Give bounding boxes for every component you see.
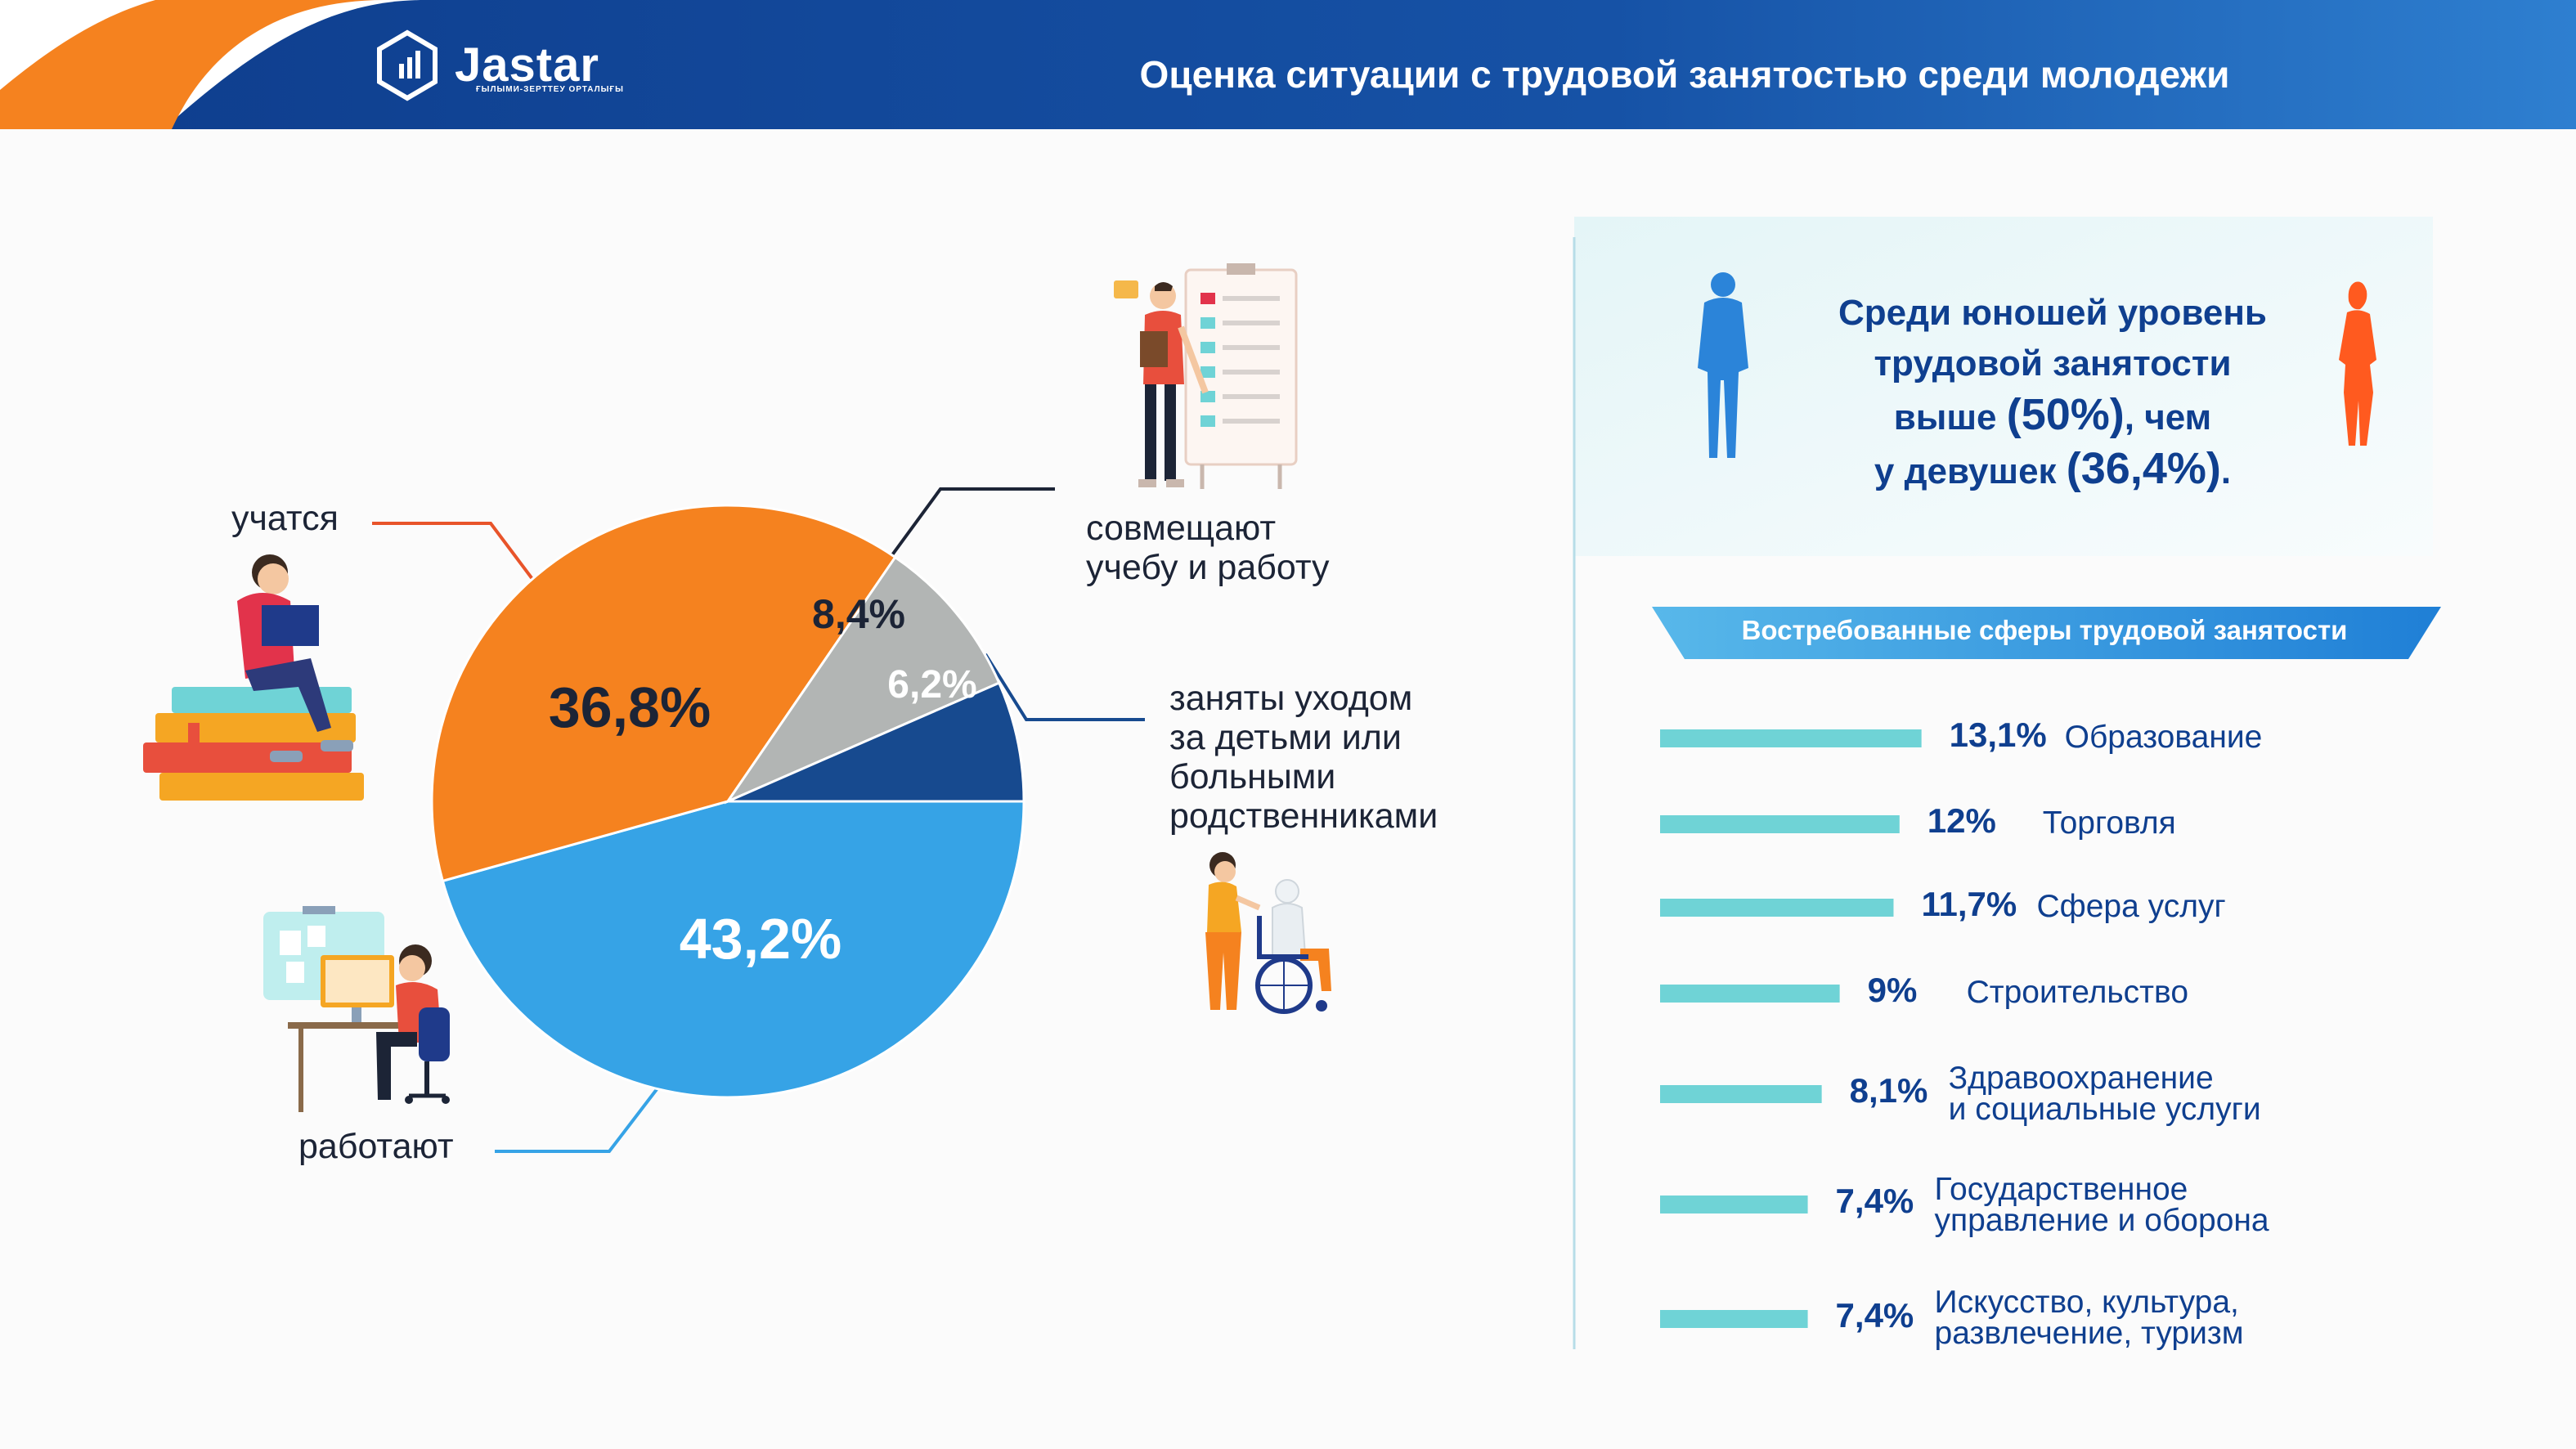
label-combining-line-2: учебу и работу — [1086, 548, 1330, 587]
header-orange-swoosh — [0, 0, 384, 129]
label-working-line: работают — [298, 1127, 454, 1166]
leader-line-studying — [372, 522, 541, 590]
sector-label: Сфера услуг — [2036, 889, 2226, 924]
pie-chart — [430, 504, 1025, 1099]
info-line-3-pre: выше — [1893, 397, 2007, 437]
slice-value-studying: 36,8% — [548, 675, 711, 739]
leader-line-combining — [890, 487, 1055, 558]
slice-value-working: 43,2% — [679, 907, 842, 971]
office-worker-icon — [263, 906, 450, 1112]
header-bar — [164, 0, 2576, 129]
pie-slice-caregiving — [727, 681, 1025, 803]
pie-slice-studying — [430, 504, 897, 883]
jastar-logo-icon — [377, 29, 438, 101]
pie-slice-working — [441, 800, 1025, 1099]
page-title: Оценка ситуации с трудовой занятостью ср… — [1139, 53, 2230, 96]
sector-label: Образование — [2064, 720, 2263, 755]
info-line-4: у девушек (36,4%). — [1775, 443, 2331, 497]
sector-bar — [1660, 1310, 1808, 1328]
label-combining: совмещают учебу и работу — [1086, 509, 1330, 587]
logo-subtitle: ҒЫЛЫМИ-ЗЕРТТЕУ ОРТАЛЫҒЫ — [476, 85, 624, 94]
sector-value: 13,1% — [1949, 716, 2047, 754]
logo-name: Jastar — [455, 38, 599, 92]
sectors-title: Востребованные сферы трудовой занятости — [1741, 615, 2348, 645]
pie-slice-combining — [724, 555, 1001, 805]
ribbon-banner — [1652, 607, 2441, 659]
info-line-2: трудовой занятости — [1874, 343, 2232, 384]
bar-chart — [1660, 729, 1922, 1328]
female-employment-rate: (36,4%) — [2066, 444, 2221, 493]
slice-value-combining: 8,4% — [812, 591, 905, 637]
label-caregiving: заняты уходом за детьми или больными род… — [1169, 679, 1438, 836]
sector-value: 12% — [1927, 801, 1996, 840]
label-working: работают — [298, 1127, 454, 1166]
slice-value-caregiving: 6,2% — [887, 663, 977, 707]
sector-label: Торговля — [2042, 805, 2176, 841]
male-figure-icon — [1698, 272, 1748, 458]
sector-value: 7,4% — [1835, 1182, 1914, 1220]
info-line-4-pre: у девушек — [1874, 451, 2067, 491]
label-combining-line-1: совмещают — [1086, 509, 1277, 548]
sector-value: 11,7% — [1921, 885, 2017, 923]
sector-bar — [1660, 899, 1894, 917]
info-line-4-post: . — [2220, 451, 2232, 491]
student-reading-icon — [143, 554, 364, 801]
presenter-checklist-icon — [1114, 263, 1298, 489]
label-studying: учатся — [231, 499, 339, 538]
leader-line-caregiving — [984, 653, 1145, 721]
label-caregiving-line-1: заняты уходом — [1169, 679, 1413, 718]
info-line-1: Среди юношей уровень — [1838, 293, 2267, 333]
sector-label: Здравоохранение и социальные услуги — [1948, 1061, 2261, 1127]
caregiver-wheelchair-icon — [1205, 852, 1331, 1014]
label-studying-line: учатся — [231, 499, 339, 538]
sector-bar — [1660, 1196, 1808, 1213]
male-employment-rate: (50%) — [2006, 390, 2125, 439]
sector-value: 8,1% — [1849, 1071, 1928, 1110]
label-caregiving-line-3: больными — [1169, 757, 1336, 796]
sector-label: Государственное управление и оборона — [1934, 1172, 2269, 1238]
label-caregiving-line-2: за детьми или — [1169, 718, 1402, 757]
label-caregiving-line-4: родственниками — [1169, 796, 1438, 836]
sector-label: Искусство, культура, развлечение, туризм — [1934, 1285, 2244, 1351]
info-line-3: выше (50%), чем — [1775, 389, 2331, 443]
gender-employment-note: Среди юношей уровень трудовой занятости … — [1775, 288, 2331, 497]
info-line-3-post: , чем — [2124, 397, 2212, 437]
sector-label: Строительство — [1966, 975, 2189, 1010]
sector-bar — [1660, 729, 1922, 747]
female-figure-icon — [2339, 281, 2376, 446]
sector-bar — [1660, 1085, 1822, 1103]
sector-value: 9% — [1867, 971, 1918, 1009]
sector-bar — [1660, 815, 1900, 833]
leader-line-working — [495, 1070, 672, 1153]
sector-bar — [1660, 985, 1840, 1003]
sector-value: 7,4% — [1835, 1296, 1914, 1335]
